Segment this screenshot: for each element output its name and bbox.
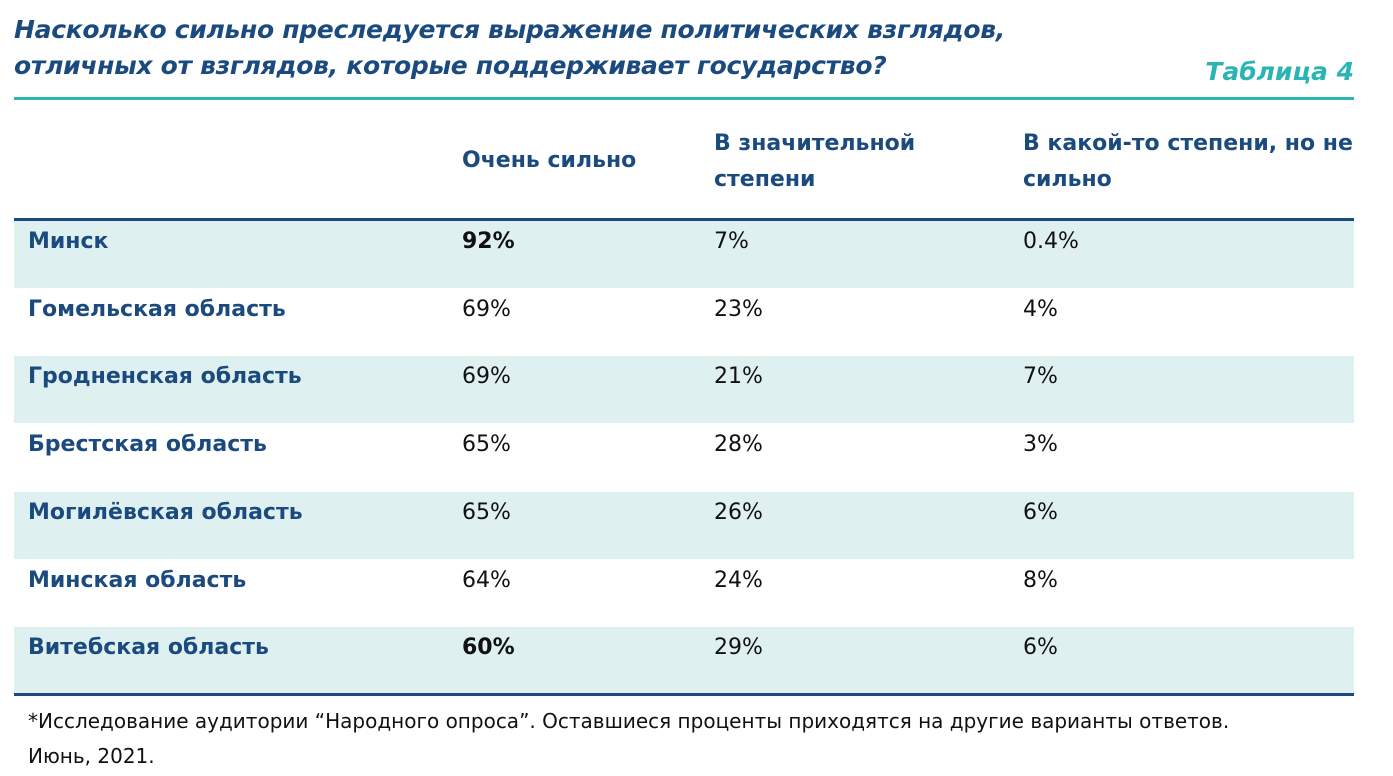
table-row: Могилёвская область 65% 26% 6% — [14, 491, 1354, 559]
cell-value: 28% — [714, 432, 763, 458]
cell-value: 4% — [1023, 296, 1058, 322]
table-row: Минск 92% 7% 0.4% — [14, 221, 1354, 288]
footnote-line-1: *Исследование аудитории “Народного опрос… — [28, 709, 1230, 733]
cell-value: 29% — [714, 635, 763, 661]
cell-value: 6% — [1023, 635, 1058, 661]
cell-value: 8% — [1023, 567, 1058, 593]
cell-value: 64% — [462, 567, 511, 593]
region-label: Минская область — [28, 567, 247, 593]
cell-value: 69% — [462, 296, 511, 322]
header-somewhat: В какой-то степени, но не сильно — [1023, 131, 1353, 192]
cell-value: 7% — [714, 229, 749, 254]
page-title: Насколько сильно преследуется выражение … — [14, 12, 1005, 84]
cell-value: 65% — [462, 499, 511, 525]
region-label: Гродненская область — [28, 364, 302, 390]
cell-value: 24% — [714, 567, 763, 593]
cell-value: 65% — [462, 432, 511, 458]
footnote-line-2: Июнь, 2021. — [28, 744, 155, 768]
header-divider — [14, 218, 1354, 221]
region-label: Могилёвская область — [28, 499, 303, 525]
region-label: Минск — [28, 229, 109, 254]
header-significant: В значительной степени — [714, 131, 916, 192]
table-bottom-divider — [14, 693, 1354, 696]
cell-value: 0.4% — [1023, 229, 1079, 254]
cell-value: 6% — [1023, 499, 1058, 525]
cell-value: 26% — [714, 499, 763, 525]
table-label: Таблица 4 — [1205, 57, 1354, 86]
cell-value: 23% — [714, 296, 763, 322]
region-label: Гомельская область — [28, 296, 286, 322]
cell-value: 60% — [462, 635, 515, 661]
cell-value: 7% — [1023, 364, 1058, 390]
cell-value: 92% — [462, 229, 515, 254]
title-divider — [14, 97, 1354, 100]
region-label: Брестская область — [28, 432, 267, 458]
header-very-strong: Очень сильно — [462, 148, 637, 173]
region-label: Витебская область — [28, 635, 269, 661]
table-row: Витебская область 60% 29% 6% — [14, 627, 1354, 695]
cell-value: 21% — [714, 364, 763, 390]
table-row: Гродненская область 69% 21% 7% — [14, 356, 1354, 424]
footnote: *Исследование аудитории “Народного опрос… — [28, 704, 1229, 774]
title-line-1: Насколько сильно преследуется выражение … — [14, 15, 1005, 44]
cell-value: 69% — [462, 364, 511, 390]
table-row: Брестская область 65% 28% 3% — [14, 424, 1354, 491]
table-row: Гомельская область 69% 23% 4% — [14, 289, 1354, 356]
cell-value: 3% — [1023, 432, 1058, 458]
title-line-2: отличных от взглядов, которые поддержива… — [14, 51, 887, 80]
table-row: Минская область 64% 24% 8% — [14, 560, 1354, 627]
